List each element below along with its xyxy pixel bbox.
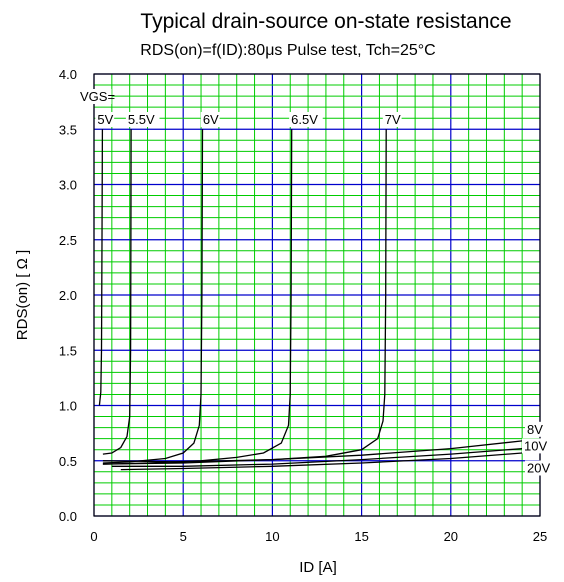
plot-frame [93,73,541,517]
y-tick-label: 0.5 [59,454,77,469]
y-tick-label: 2.0 [59,288,77,303]
series-label-20V-background [525,460,552,476]
x-tick-label: 20 [444,529,458,544]
series-label-5V: 5V [97,112,113,127]
series-label-6-5V-background [289,112,323,127]
series-line-5V [98,129,104,406]
legend-title-background [78,89,112,104]
chart-subtitle: RDS(on)=f(ID):80μs Pulse test, Tch=25°C [140,42,435,59]
series-label-8V: 8V [527,422,543,437]
series-label-5-5V-background [125,112,160,127]
y-tick-label: 1.5 [59,343,77,358]
legend-title: VGS= [80,89,115,104]
x-tick-label: 5 [180,529,187,544]
series-label-6V: 6V [203,112,219,127]
x-axis-label: ID [A] [299,559,337,576]
series-label-20V: 20V [527,460,550,475]
x-tick-labels: 0 5 10 15 20 25 [90,529,547,544]
series-label-5-5V: 5.5V [128,112,155,127]
x-tick-label: 0 [90,529,97,544]
x-tick-label: 25 [533,529,547,544]
x-tick-label: 10 [265,529,279,544]
y-axis-label: RDS(on) [ Ω ] [14,250,31,340]
series-label-5V-background [95,112,115,127]
series-line-8V [102,440,523,463]
series-label-10V: 10V [524,438,547,453]
y-tick-label: 3.5 [59,122,77,137]
y-tick-label: 1.0 [59,399,77,414]
series-label-6V-background [200,112,220,127]
series-line-10V [111,447,523,467]
y-tick-label: 2.5 [59,233,77,248]
x-tick-label: 15 [354,529,368,544]
y-tick-label: 4.0 [59,67,77,82]
y-tick-label: 0.0 [59,509,77,524]
series-line-5-5V [102,129,132,455]
curves [98,129,523,471]
series-label-7V-background [382,112,402,127]
y-tick-label: 3.0 [59,178,77,193]
series-label-6-5V: 6.5V [291,112,318,127]
chart-title: Typical drain-source on-state resistance [140,10,511,33]
series-line-6V [102,129,204,464]
series-line-20V [120,452,523,471]
series-label-7V: 7V [385,112,401,127]
grid [93,73,541,517]
series-label-10V-background [522,438,549,454]
y-tick-labels: 0.0 0.5 1.0 1.5 2.0 2.5 3.0 3.5 4.0 [59,67,77,524]
series-label-8V-background [525,421,544,437]
